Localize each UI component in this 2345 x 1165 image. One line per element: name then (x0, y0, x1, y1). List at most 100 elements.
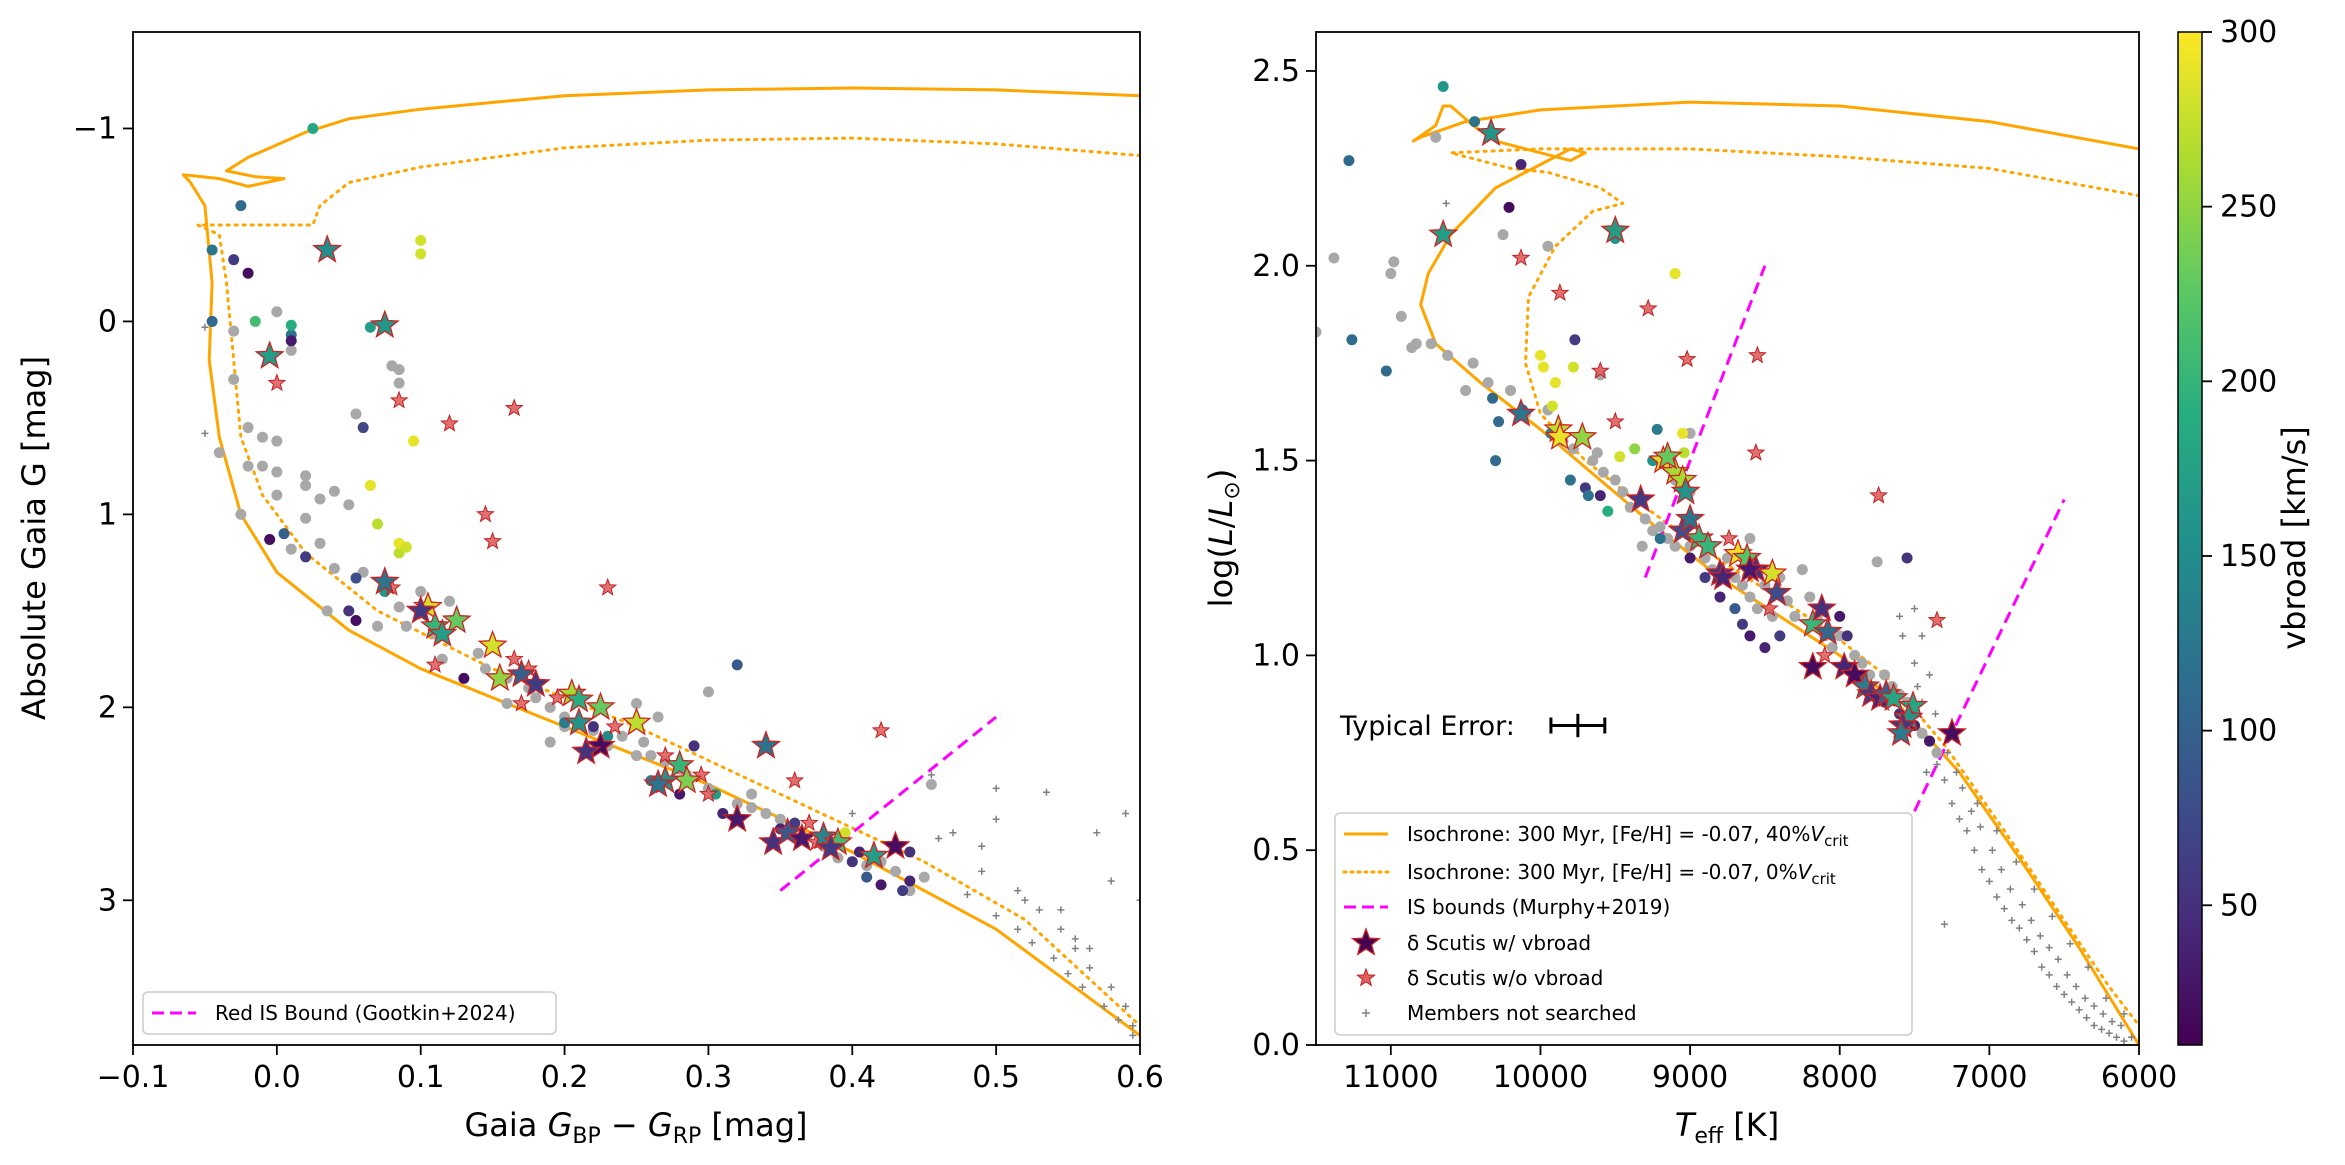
r-star-large-18 (1707, 561, 1739, 591)
r-circle-2 (1343, 155, 1355, 167)
r-plus-13 (1985, 877, 1993, 885)
l-plus-31 (1086, 945, 1094, 953)
right-xlabel-post: [K] (1723, 1106, 1779, 1144)
r-circle-47 (1856, 657, 1868, 669)
r-plus-56 (1973, 799, 1981, 807)
colorbar-tick-label-1: 100 (2220, 714, 2277, 749)
l-xtick-label-5: 0.4 (828, 1060, 876, 1095)
l-circle-19 (235, 508, 247, 520)
right-xlabel-sub: eff (1694, 1124, 1724, 1149)
right-ylabel-slash: / (1202, 517, 1240, 528)
l-circle-1 (228, 373, 240, 385)
r-star-large-14 (1675, 503, 1706, 532)
r-xtick-label-4: 7000 (1951, 1060, 2027, 1095)
r-circle-20 (1629, 443, 1641, 455)
l-circle-57 (213, 447, 225, 459)
r-plus-35 (1923, 768, 1931, 776)
r-plus-33 (1940, 920, 1948, 928)
legend-swatch-dsct-novbroad (1356, 967, 1376, 987)
r-circle-7 (1425, 338, 1437, 350)
l-plus-23 (1028, 939, 1036, 947)
colorbar-tick-label-2: 150 (2220, 539, 2277, 574)
colorbar-ticks: 50 100 150 200 250 300 (2202, 15, 2277, 923)
l-star-small-20 (799, 813, 819, 832)
r-plus-47 (2054, 955, 2062, 963)
l-plus-11 (1071, 945, 1079, 953)
l-circle-42 (702, 686, 714, 698)
right-ylabel-sun: ⊙ (1220, 481, 1245, 499)
l-circle-18 (264, 533, 276, 545)
r-plus-59 (2030, 885, 2038, 893)
r-circle-2 (1388, 256, 1400, 268)
l-plus-25 (1064, 970, 1072, 978)
l-circle-35 (846, 856, 858, 868)
r-circle-31 (1714, 591, 1726, 603)
r-circle-59 (1542, 240, 1554, 252)
l-circle-24 (393, 601, 405, 613)
l-circle-3 (242, 267, 254, 279)
l-circle-17 (343, 499, 355, 511)
l-circle-22 (343, 605, 355, 617)
r-circle-11 (1569, 334, 1581, 346)
legend-label-iso-40: Isochrone: 300 Myr, [Fe/H] = -0.07, 40%V… (1407, 822, 1849, 850)
l-circle-38 (875, 879, 887, 891)
r-plus-2 (1899, 632, 1907, 640)
l-circle-64 (631, 697, 642, 709)
r-plus-21 (2045, 971, 2053, 979)
r-circle-0 (1316, 326, 1322, 338)
l-circle-19 (278, 528, 290, 540)
r-plus-40 (1988, 846, 1996, 854)
r-star-small-2 (1677, 349, 1697, 368)
legend-label-not-searched: Members not searched (1407, 1001, 1637, 1025)
r-plus-65 (1911, 605, 1919, 613)
l-star-small-8 (425, 654, 445, 673)
r-star-large-2 (1600, 214, 1631, 244)
r-star-large-27 (1812, 616, 1843, 645)
l-circle-37 (638, 736, 650, 748)
r-star-large-36 (1897, 690, 1929, 719)
l-circle-59 (300, 470, 312, 482)
l-circle-8 (314, 493, 326, 505)
l-star-large-25 (722, 803, 753, 833)
r-circle-43 (1924, 735, 1936, 747)
right-panel: 11000 10000 9000 8000 7000 6000 0.0 0.5 1.0 1.5 2.… (1202, 31, 2177, 1149)
legend-label-iso-40-v: V (1810, 822, 1825, 846)
l-xtick-label-3: 0.2 (541, 1060, 589, 1095)
l-plus-35 (927, 771, 935, 779)
l-plus-28 (1114, 1016, 1122, 1024)
l-circle-21 (350, 572, 362, 584)
l-circle-31 (674, 788, 686, 800)
l-circle-18 (300, 512, 312, 524)
r-star-large-26 (1806, 592, 1837, 622)
r-plus-32 (2128, 1033, 2136, 1041)
l-plus-29 (1129, 1031, 1137, 1039)
r-plus-49 (2072, 983, 2080, 991)
r-star-large-1 (1428, 218, 1459, 248)
r-circle-0 (1437, 81, 1449, 93)
l-circle-24 (300, 551, 312, 563)
r-plus-26 (2083, 1014, 2091, 1022)
r-plus-58 (2012, 858, 2020, 866)
r-circle-1 (1469, 116, 1481, 128)
r-circle-11 (1505, 384, 1517, 396)
colorbar-label: vbroad [km/s] (2275, 426, 2313, 650)
right-points (1316, 81, 2136, 1045)
colorbar: 50 100 150 200 250 300 vbroad [km/s] (2177, 15, 2313, 1046)
r-star-large-7 (1625, 483, 1656, 513)
right-xlabel-t: T (1675, 1106, 1697, 1144)
right-ylabel-l2: L (1202, 500, 1240, 518)
r-circle-44 (1826, 642, 1838, 654)
r-xtick-label-5: 6000 (2101, 1060, 2177, 1095)
l-circle-23 (350, 615, 362, 627)
r-circle-17 (1597, 466, 1609, 478)
l-circle-21 (314, 537, 326, 549)
r-circle-21 (1639, 513, 1651, 525)
r-circle-56 (1931, 747, 1943, 759)
r-plus-54 (2117, 1022, 2125, 1030)
r-circle-18 (1609, 474, 1621, 486)
r-circle-41 (1804, 591, 1816, 603)
r-circle-47 (1677, 427, 1689, 439)
r-plus-18 (2023, 936, 2031, 944)
l-circle-41 (839, 827, 851, 839)
l-star-small-9 (504, 649, 524, 668)
